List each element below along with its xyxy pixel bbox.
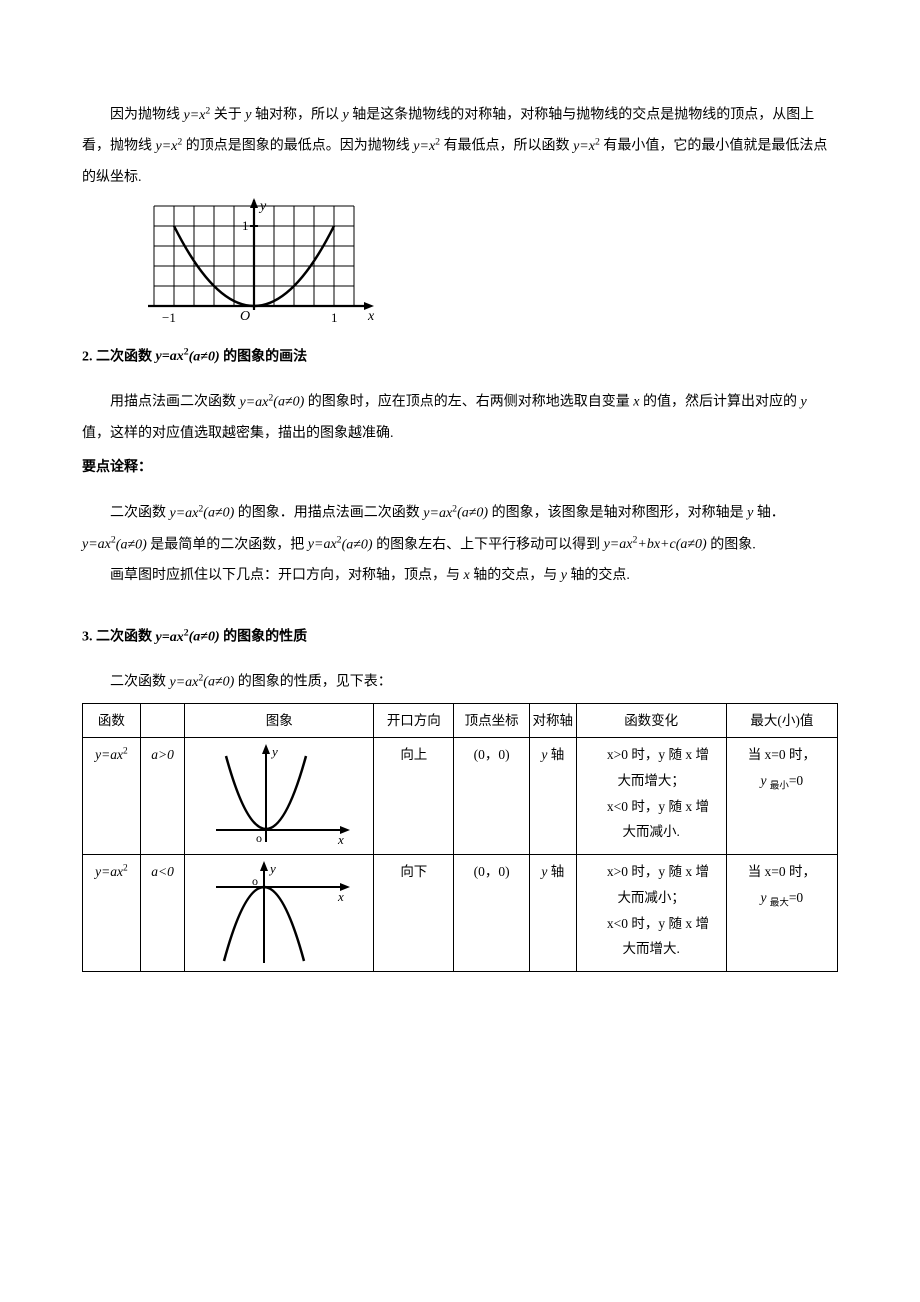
hdr-img: 图象 bbox=[185, 703, 374, 738]
text: 轴对称，所以 bbox=[255, 108, 343, 123]
y-tick-1: 1 bbox=[242, 218, 249, 233]
cell-func: y=ax2 bbox=[83, 855, 141, 972]
hdr-axis: 对称轴 bbox=[529, 703, 576, 738]
mini-x-label: x bbox=[337, 889, 344, 904]
cell-a-cond: a>0 bbox=[140, 738, 184, 855]
cell-change: x>0 时，y 随 x 增 大而增大； x<0 时，y 随 x 增 大而减小. bbox=[576, 738, 726, 855]
text: 有最低点，所以函数 bbox=[444, 139, 574, 154]
heading-3: 3. 二次函数 y=ax2(a≠0) 的图象的性质 bbox=[82, 622, 838, 653]
mini-origin: o bbox=[256, 831, 262, 845]
cell-axis: y 轴 bbox=[529, 738, 576, 855]
page: 因为抛物线 y=x2 关于 y 轴对称，所以 y 轴是这条抛物线的对称轴，对称轴… bbox=[0, 0, 920, 1302]
origin-label: O bbox=[240, 309, 250, 324]
mini-graph-up-svg: y x o bbox=[204, 742, 354, 850]
text: 的顶点是图象的最低点。因为抛物线 bbox=[186, 139, 414, 154]
para-5: 二次函数 y=ax2(a≠0) 的图象的性质，见下表： bbox=[82, 667, 838, 698]
var-y: y bbox=[245, 108, 251, 123]
spacer bbox=[82, 592, 838, 618]
y-axis-label: y bbox=[258, 199, 267, 214]
cell-extreme: 当 x=0 时， y 最大=0 bbox=[726, 855, 837, 972]
note-heading: 要点诠释： bbox=[82, 453, 838, 484]
para-1: 因为抛物线 y=x2 关于 y 轴对称，所以 y 轴是这条抛物线的对称轴，对称轴… bbox=[82, 100, 838, 194]
hdr-dir: 开口方向 bbox=[374, 703, 454, 738]
mini-x-label: x bbox=[337, 832, 344, 847]
text: 因为抛物线 bbox=[82, 108, 184, 123]
mini-y-label: y bbox=[268, 861, 276, 876]
cell-graph-down: y x o bbox=[185, 855, 374, 972]
eq: y=x2 bbox=[156, 139, 183, 154]
tick-neg1: −1 bbox=[162, 310, 176, 325]
properties-table: 函数 图象 开口方向 顶点坐标 对称轴 函数变化 最大(小)值 y=ax2 a>… bbox=[82, 703, 838, 973]
cell-vertex: (0，0) bbox=[454, 855, 530, 972]
mini-origin: o bbox=[252, 874, 258, 888]
mini-y-label: y bbox=[270, 744, 278, 759]
cell-extreme: 当 x=0 时， y 最小=0 bbox=[726, 738, 837, 855]
table-row: y=ax2 a>0 y x o 向上 (0，0) y 轴 x>0 时，y bbox=[83, 738, 838, 855]
tick-pos1: 1 bbox=[331, 310, 338, 325]
eq: y=x2 bbox=[184, 108, 211, 123]
eq: y=x2 bbox=[573, 139, 600, 154]
table-header-row: 函数 图象 开口方向 顶点坐标 对称轴 函数变化 最大(小)值 bbox=[83, 703, 838, 738]
hdr-chg: 函数变化 bbox=[576, 703, 726, 738]
mini-graph-down-svg: y x o bbox=[204, 859, 354, 967]
parabola-grid-svg: 1 y x −1 1 O bbox=[122, 198, 382, 338]
table-row: y=ax2 a<0 y x o 向下 (0，0) y 轴 x>0 时，y bbox=[83, 855, 838, 972]
parabola-grid-chart: 1 y x −1 1 O bbox=[122, 198, 838, 338]
hdr-vert: 顶点坐标 bbox=[454, 703, 530, 738]
cell-change: x>0 时，y 随 x 增 大而减小； x<0 时，y 随 x 增 大而增大. bbox=[576, 855, 726, 972]
var-y: y bbox=[343, 108, 349, 123]
cell-graph-up: y x o bbox=[185, 738, 374, 855]
cell-a-cond: a<0 bbox=[140, 855, 184, 972]
cell-func: y=ax2 bbox=[83, 738, 141, 855]
heading-2: 2. 二次函数 y=ax2(a≠0) 的图象的画法 bbox=[82, 342, 838, 373]
para-2: 用描点法画二次函数 y=ax2(a≠0) 的图象时，应在顶点的左、右两侧对称地选… bbox=[82, 387, 838, 449]
cell-dir: 向上 bbox=[374, 738, 454, 855]
text: 关于 bbox=[214, 108, 246, 123]
cell-dir: 向下 bbox=[374, 855, 454, 972]
x-axis-label: x bbox=[367, 309, 375, 324]
para-4: 画草图时应抓住以下几点：开口方向，对称轴，顶点，与 x 轴的交点，与 y 轴的交… bbox=[82, 561, 838, 592]
para-3: 二次函数 y=ax2(a≠0) 的图象．用描点法画二次函数 y=ax2(a≠0)… bbox=[82, 498, 838, 561]
eq: y=x2 bbox=[413, 139, 440, 154]
cell-vertex: (0，0) bbox=[454, 738, 530, 855]
cell-axis: y 轴 bbox=[529, 855, 576, 972]
hdr-ext: 最大(小)值 bbox=[726, 703, 837, 738]
hdr-func: 函数 bbox=[83, 703, 141, 738]
hdr-a bbox=[140, 703, 184, 738]
